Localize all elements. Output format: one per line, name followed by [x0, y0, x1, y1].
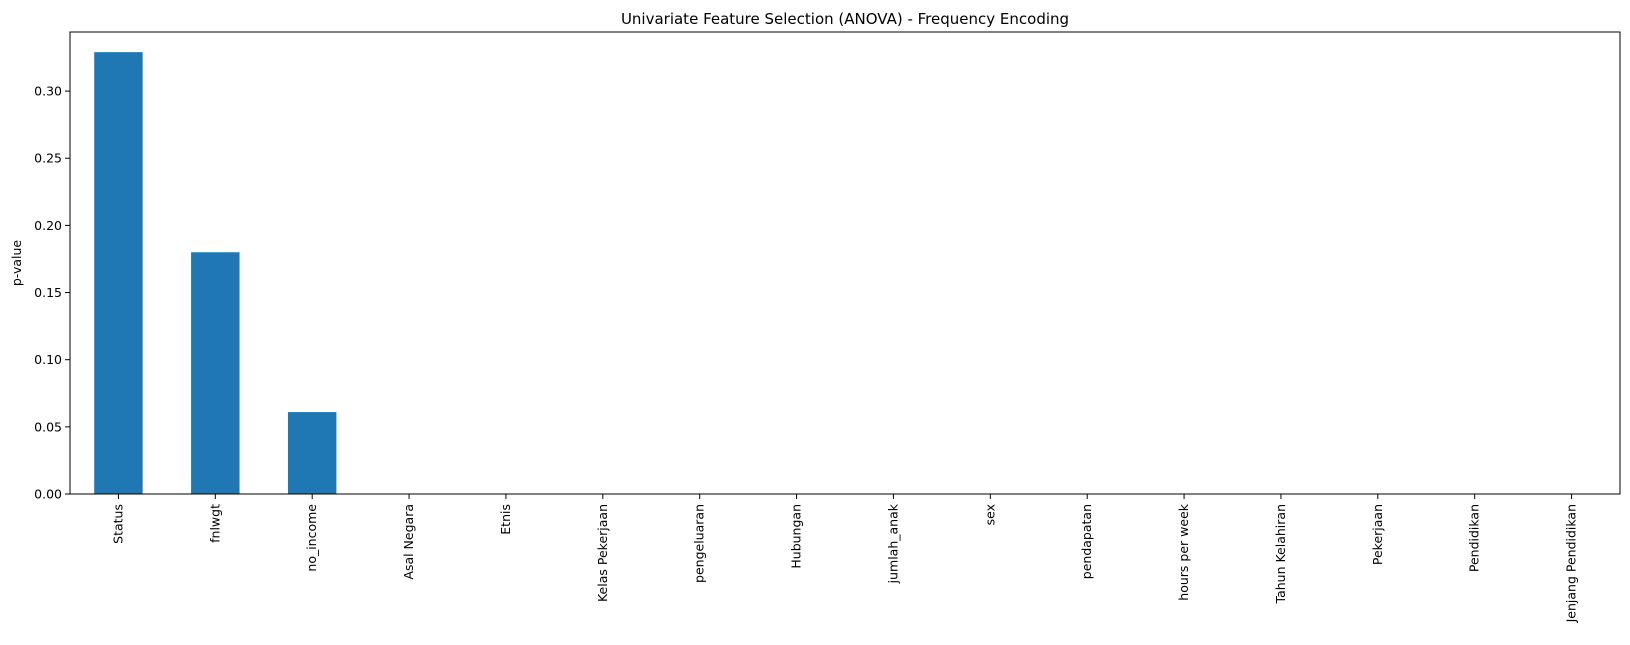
x-tick-label: Asal Negara	[401, 504, 416, 580]
x-tick-label: fnlwgt	[207, 504, 222, 543]
x-axis: Status fnlwgt no_income Asal Negara Etnis Kel…	[110, 494, 1579, 623]
y-tick-label: 0.20	[34, 218, 62, 233]
bar	[94, 52, 143, 494]
y-tick-label: 0.00	[34, 487, 62, 502]
x-tick-label: hours per week	[1176, 503, 1191, 600]
y-axis: 0.00 0.05 0.10 0.15 0.20 0.25 0.30	[34, 84, 70, 502]
x-tick-label: Jenjang Pendidikan	[1564, 504, 1579, 623]
y-axis-label: p-value	[9, 240, 24, 287]
plot-frame	[69, 31, 1621, 495]
x-tick-label: Pendidikan	[1467, 504, 1482, 572]
y-tick-label: 0.05	[34, 419, 62, 434]
bars-group	[94, 52, 337, 494]
x-tick-label: Hubungan	[789, 504, 804, 569]
x-tick-label: pengeluaran	[692, 504, 707, 583]
x-tick-label: Kelas Pekerjaan	[595, 504, 610, 602]
x-tick-label: Tahun Kelahiran	[1273, 504, 1288, 604]
bar	[191, 252, 240, 494]
x-tick-label: pendapatan	[1079, 504, 1094, 579]
chart-title: Univariate Feature Selection (ANOVA) - F…	[621, 10, 1069, 28]
y-tick-label: 0.30	[34, 84, 62, 99]
y-tick-label: 0.10	[34, 352, 62, 367]
x-tick-label: no_income	[304, 504, 319, 572]
y-tick-label: 0.25	[34, 151, 62, 166]
x-tick-label: sex	[982, 504, 997, 525]
y-tick-label: 0.15	[34, 285, 62, 300]
x-tick-label: jumlah_anak	[885, 503, 900, 584]
x-tick-label: Pekerjaan	[1370, 504, 1385, 565]
x-tick-label: Status	[110, 504, 125, 544]
x-tick-label: Etnis	[498, 504, 513, 535]
bar	[287, 412, 337, 494]
